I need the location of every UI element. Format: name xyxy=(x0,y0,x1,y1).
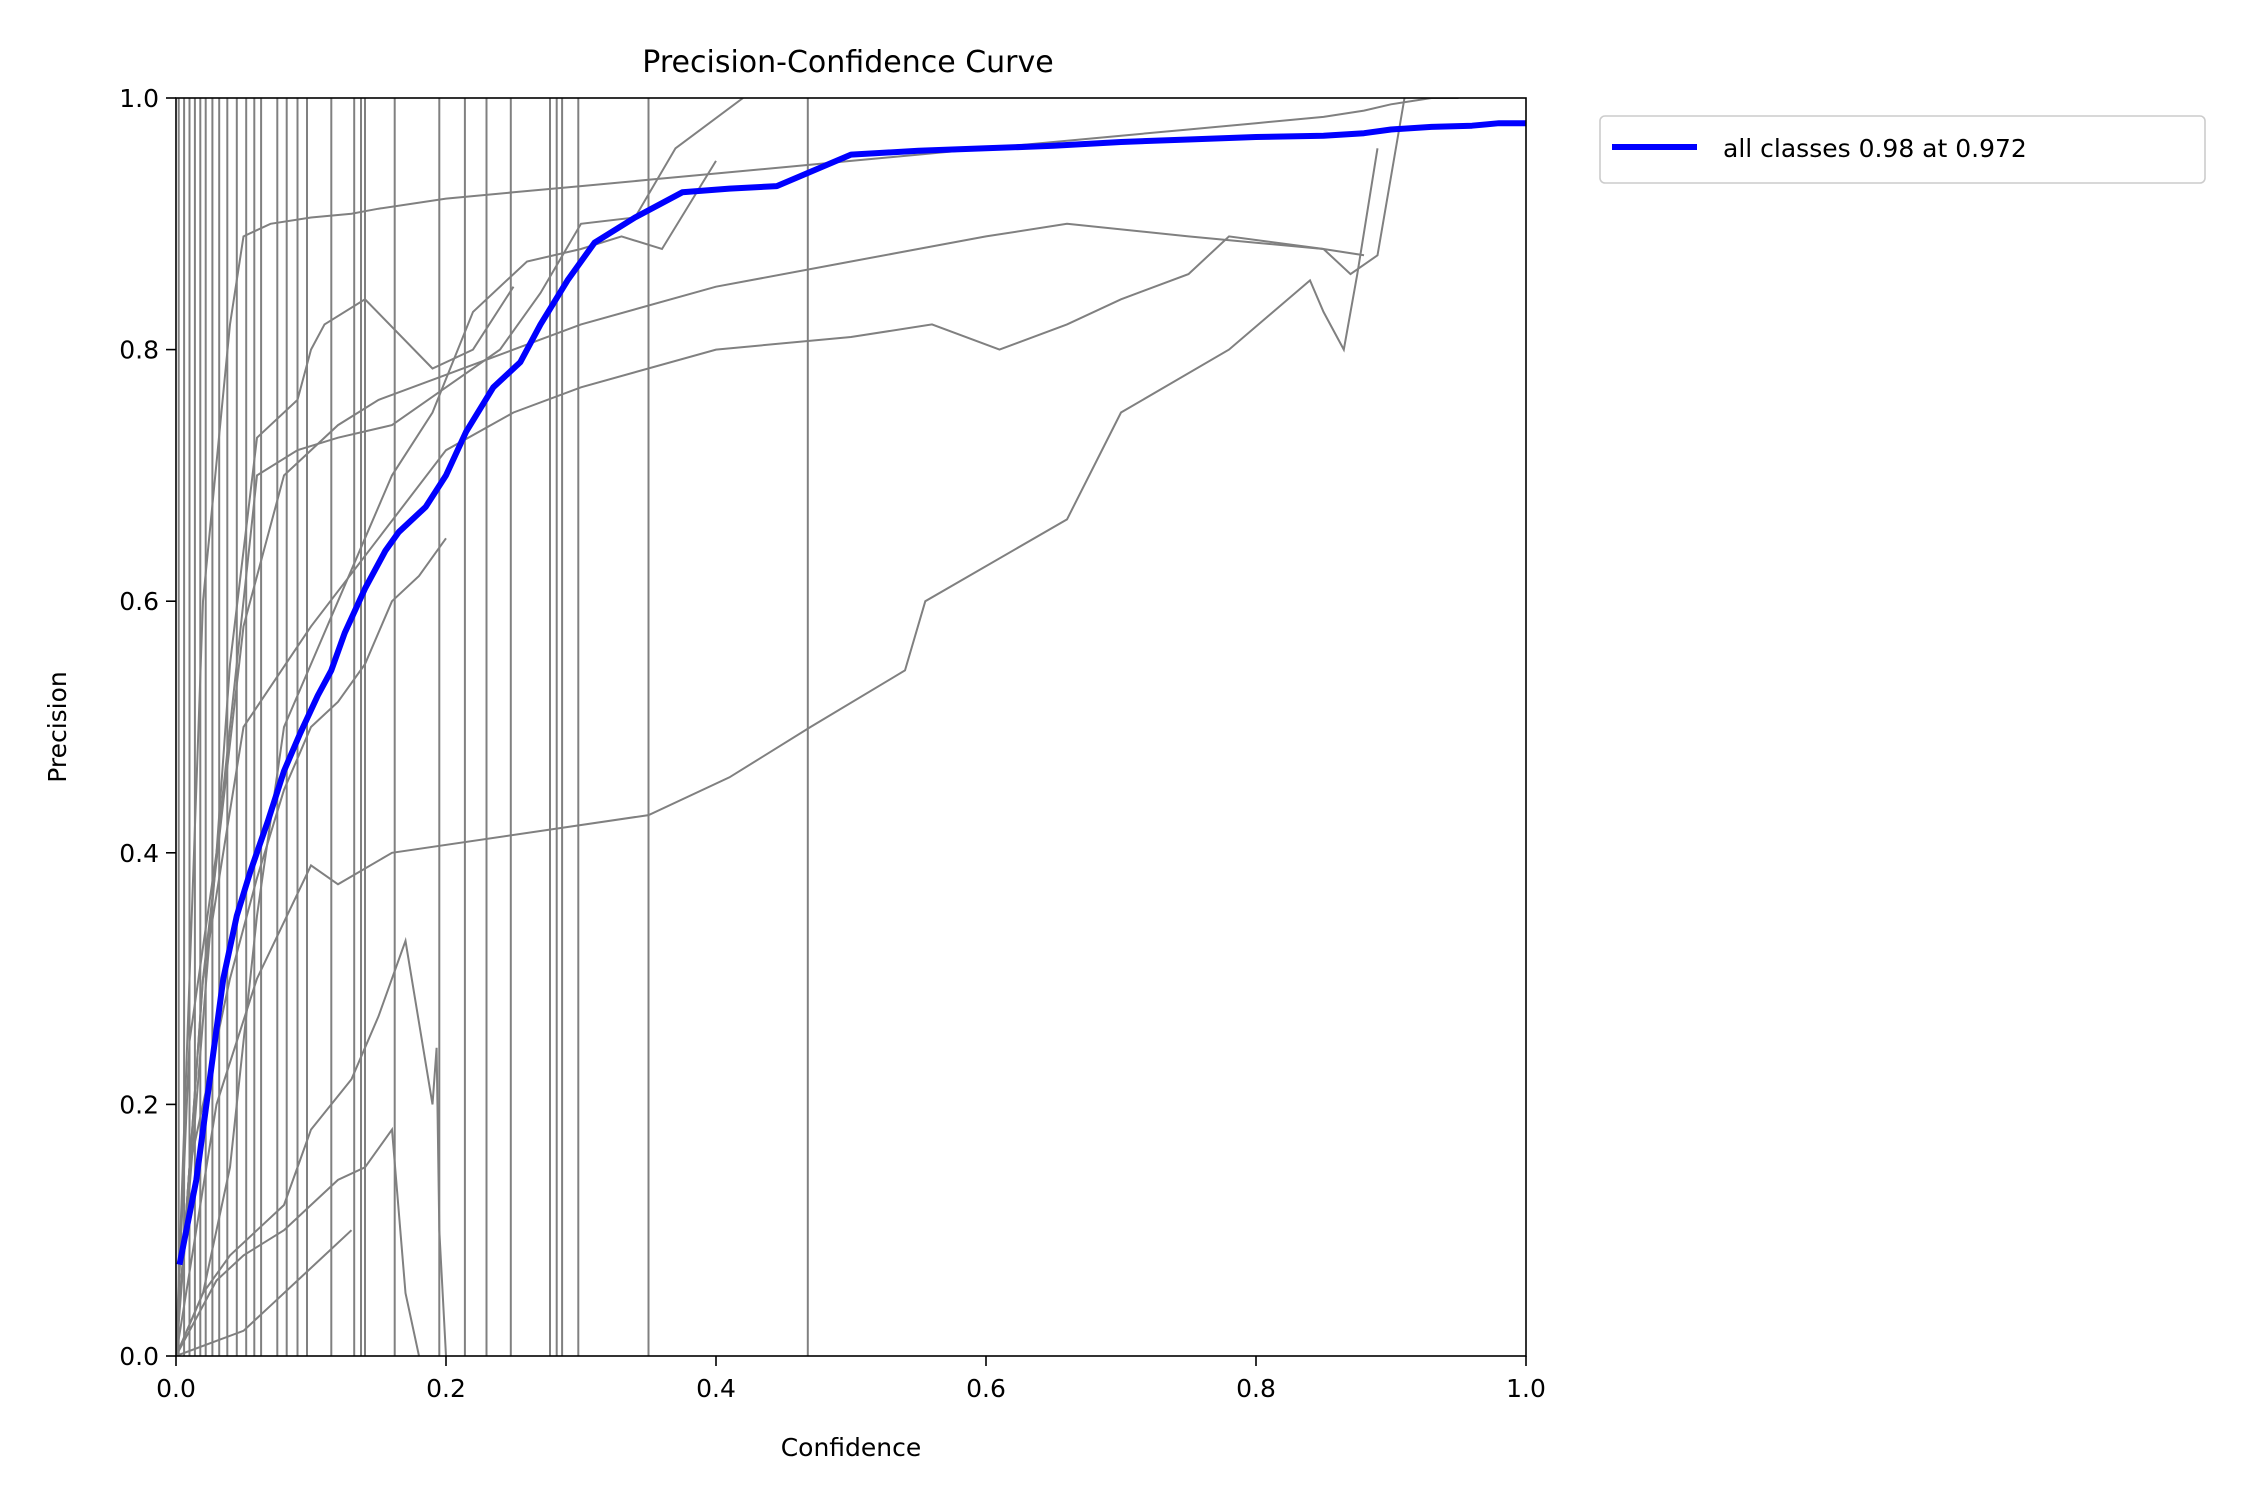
y-tick-label: 0.0 xyxy=(119,1342,159,1371)
plot-frame xyxy=(175,97,1527,1357)
class-curve-7 xyxy=(176,1126,420,1356)
legend-label-all-classes: all classes 0.98 at 0.972 xyxy=(1723,134,2027,163)
class-curve-4 xyxy=(176,98,1406,1356)
y-axis-label: Precision xyxy=(43,671,72,783)
y-tick-label: 0.6 xyxy=(119,587,159,616)
class-curve-5 xyxy=(176,148,1379,1356)
y-tick-label: 0.2 xyxy=(119,1090,159,1119)
class-curve-1 xyxy=(176,98,1459,1356)
y-tick-label: 0.4 xyxy=(119,839,159,868)
x-axis-label: Confidence xyxy=(781,1433,922,1462)
x-tick-label: 1.0 xyxy=(1506,1374,1546,1403)
all-classes-curve xyxy=(176,120,1526,1266)
legend-box xyxy=(1599,115,2206,184)
all-classes-curve-group xyxy=(176,120,1526,1266)
chart-title: Precision-Confidence Curve xyxy=(642,45,1053,80)
legend: all classes 0.98 at 0.972 xyxy=(1599,115,2206,184)
class-curve-3 xyxy=(176,222,1365,1356)
class-curve-11 xyxy=(176,1229,353,1356)
y-tick-label: 1.0 xyxy=(119,84,159,113)
class-curve-8 xyxy=(176,160,717,1356)
class-vertical-curves xyxy=(177,98,809,1356)
y-axis-ticks: 0.0 0.2 0.4 0.6 0.8 1.0 xyxy=(119,84,176,1371)
x-tick-label: 0.8 xyxy=(1236,1374,1276,1403)
x-tick-label: 0.6 xyxy=(966,1374,1006,1403)
x-tick-label: 0.2 xyxy=(426,1374,466,1403)
y-tick-label: 0.8 xyxy=(119,336,159,365)
x-tick-label: 0.0 xyxy=(156,1374,196,1403)
x-tick-label: 0.4 xyxy=(696,1374,736,1403)
x-axis-ticks: 0.0 0.2 0.4 0.6 0.8 1.0 xyxy=(156,1356,1546,1403)
